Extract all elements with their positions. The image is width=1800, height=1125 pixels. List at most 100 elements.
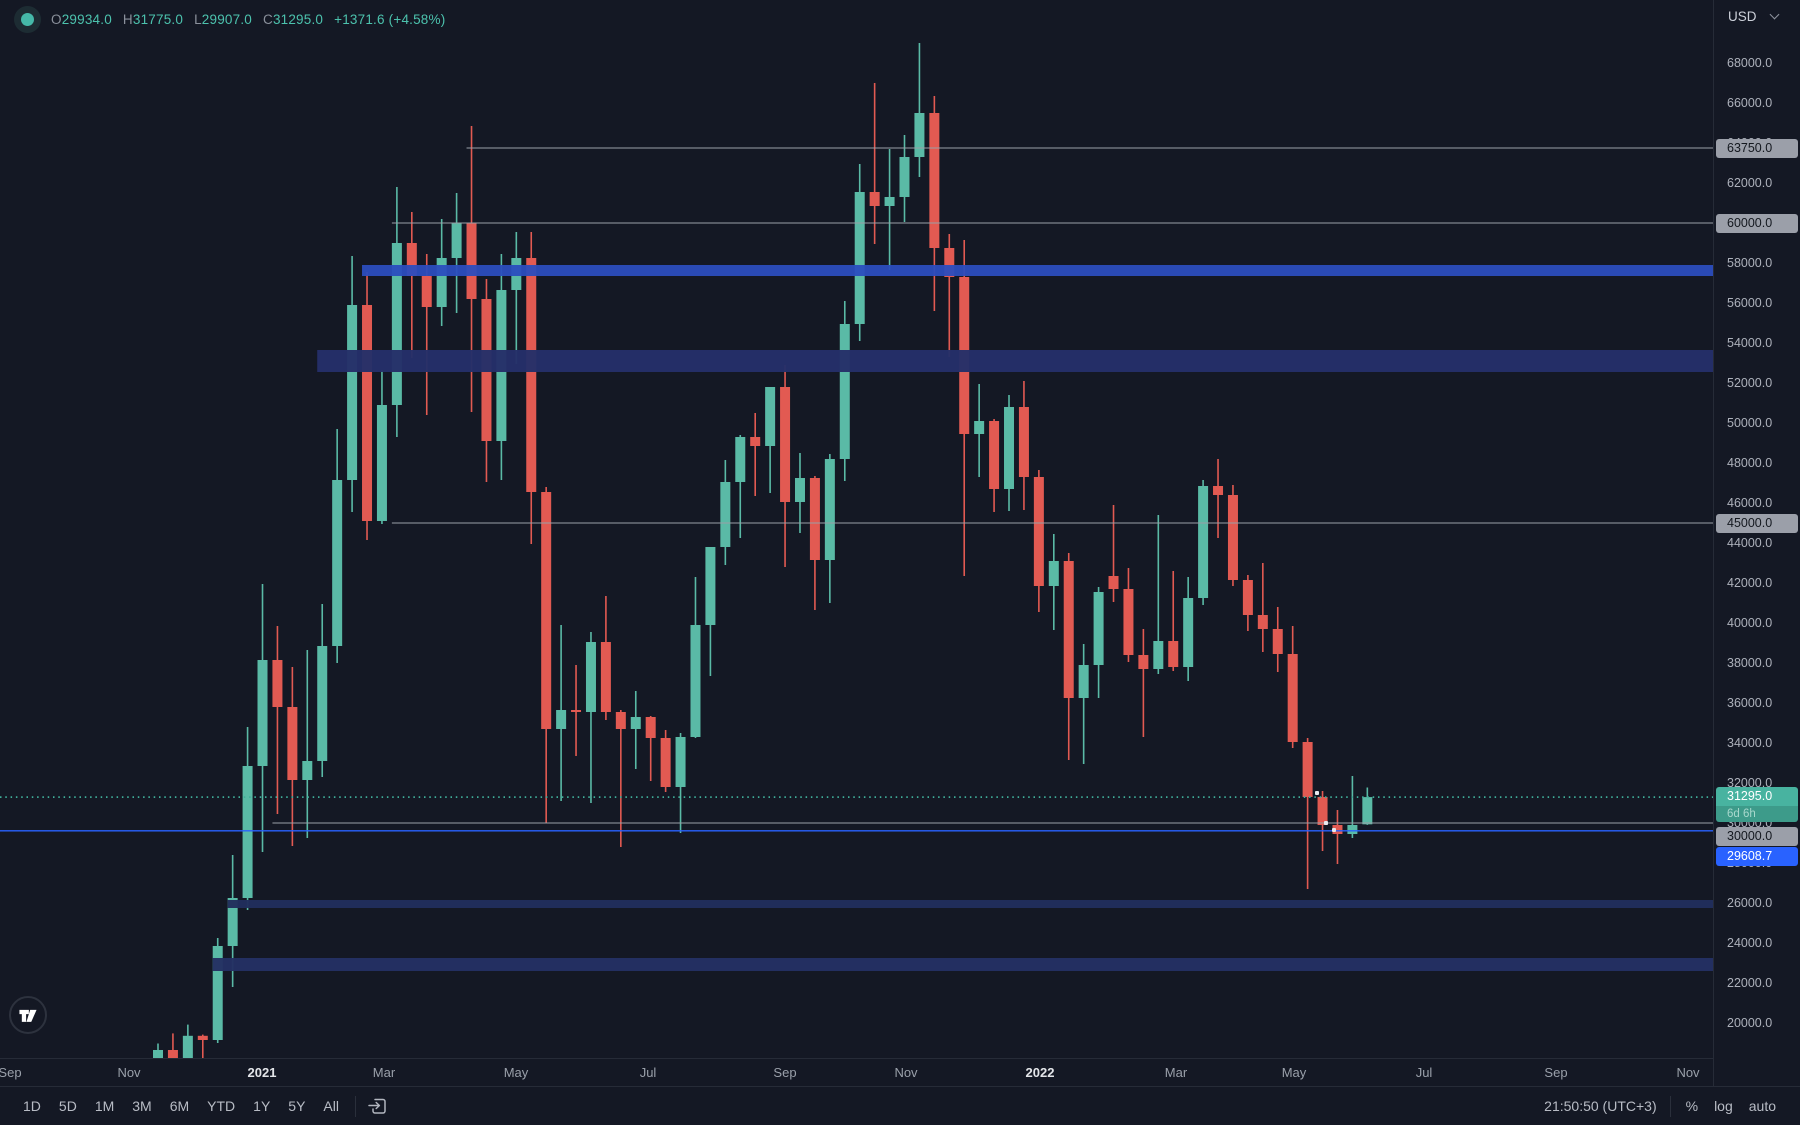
price-tick-62000: 62000.0: [1727, 176, 1773, 190]
candle-2020-11-23: [167, 1033, 178, 1058]
candle-2021-11-01: [899, 135, 910, 222]
candle-2021-11-29: [959, 240, 970, 576]
candlestick-chart[interactable]: [0, 0, 1713, 1058]
candle-2021-10-18: [869, 83, 880, 244]
candle-2022-01-17: [1063, 553, 1074, 760]
axis-label-nov: Nov: [1676, 1065, 1700, 1080]
scale-button-auto[interactable]: auto: [1748, 1098, 1776, 1114]
candle-2020-12-14: [212, 938, 223, 1043]
candle-2021-07-12: [660, 730, 671, 792]
blue-line-label[interactable]: 29608.7: [1716, 847, 1798, 867]
range-button-1d[interactable]: 1D: [23, 1098, 41, 1114]
candle-2022-02-07: [1108, 505, 1119, 602]
candle-2021-09-06: [780, 365, 791, 567]
go-to-date-icon: [368, 1098, 386, 1114]
price-tick-46000: 46000.0: [1727, 496, 1773, 510]
candle-2020-12-28: [242, 727, 253, 910]
range-button-ytd[interactable]: YTD: [207, 1098, 236, 1114]
candle-2022-03-28: [1213, 459, 1224, 538]
range-button-1m[interactable]: 1M: [94, 1098, 115, 1114]
currency-dropdown[interactable]: USD: [1714, 0, 1800, 32]
candle-2022-05-02: [1287, 626, 1298, 748]
support-resistance-zone-1[interactable]: [362, 265, 1713, 276]
candle-2021-06-28: [630, 691, 641, 769]
chevron-down-icon: [1769, 9, 1779, 19]
candle-countdown: 6d 6h: [1716, 806, 1798, 823]
ohlc-letter: O: [51, 12, 62, 27]
axis-label-sep: Sep: [0, 1065, 22, 1080]
candle-2021-04-19: [481, 279, 492, 482]
candle-2022-01-31: [1093, 587, 1104, 698]
price-line-label-60000[interactable]: 60000.0: [1716, 213, 1798, 233]
ohlc-h: H31775.0: [123, 12, 183, 27]
ohlc-value: 31775.0: [132, 12, 184, 27]
symbol-icon[interactable]: [14, 6, 41, 33]
candle-2021-04-05: [451, 193, 462, 313]
price-tick-42000: 42000.0: [1727, 576, 1773, 590]
candle-2022-01-03: [1033, 470, 1044, 612]
support-resistance-zone-3[interactable]: [227, 900, 1713, 908]
time-axis[interactable]: ⚙ SepNov2021MarMayJulSepNov2022MarMayJul…: [0, 1058, 1800, 1086]
candle-2021-08-23: [750, 413, 761, 496]
candle-2022-02-21: [1138, 629, 1149, 737]
support-resistance-zone-2[interactable]: [317, 350, 1713, 372]
range-button-5d[interactable]: 5D: [58, 1098, 77, 1114]
candle-2021-09-13: [794, 453, 805, 533]
candle-2021-11-22: [944, 234, 955, 357]
support-resistance-zone-4[interactable]: [212, 958, 1713, 971]
line-handle-dot: [1315, 791, 1319, 795]
axis-label-mar: Mar: [372, 1065, 396, 1080]
candle-2021-03-22: [421, 254, 432, 415]
current-price-value: 31295.0: [1716, 787, 1798, 807]
price-tick-58000: 58000.0: [1727, 256, 1773, 270]
axis-label-nov: Nov: [117, 1065, 141, 1080]
toolbar-divider: [354, 1095, 356, 1117]
range-button-6m[interactable]: 6M: [169, 1098, 190, 1114]
price-tick-20000: 20000.0: [1727, 1016, 1773, 1030]
candle-2021-10-25: [884, 149, 895, 270]
clock-label[interactable]: 21:50:50 (UTC+3): [1544, 1098, 1657, 1114]
candle-2021-10-11: [854, 164, 865, 341]
candle-2021-01-04: [257, 584, 268, 852]
ohlc-letter: H: [122, 12, 133, 27]
candle-2021-02-15: [347, 256, 358, 512]
price-tick-40000: 40000.0: [1727, 616, 1773, 630]
price-line-label-63750[interactable]: 63750.0: [1716, 138, 1798, 158]
candle-2021-08-09: [720, 460, 731, 565]
scale-button-log[interactable]: log: [1714, 1098, 1733, 1114]
price-tick-24000: 24000.0: [1727, 936, 1773, 950]
tradingview-logo[interactable]: [9, 996, 47, 1034]
candle-2022-05-16: [1317, 791, 1328, 851]
candle-2022-02-14: [1123, 568, 1134, 662]
line-handle-dot: [1324, 821, 1328, 825]
current-price-label: 31295.0 6d 6h: [1716, 787, 1798, 823]
candle-2021-09-20: [809, 476, 820, 610]
price-line-label-30000[interactable]: 30000.0: [1716, 827, 1798, 847]
candle-2022-04-04: [1227, 485, 1238, 586]
range-button-1y[interactable]: 1Y: [253, 1098, 271, 1114]
go-to-date-button[interactable]: [367, 1096, 388, 1117]
price-line-label-45000[interactable]: 45000.0: [1716, 513, 1798, 533]
axis-label-jul: Jul: [639, 1065, 657, 1080]
symbol-legend: O29934.0 H31775.0 L29907.0 C31295.0 +1371.6 …: [14, 6, 445, 33]
candle-2022-05-09: [1302, 738, 1313, 889]
candle-2021-12-13: [989, 419, 1000, 512]
price-scale[interactable]: USD 20000.022000.024000.026000.028000.03…: [1713, 0, 1800, 1086]
candle-2021-08-02: [705, 547, 716, 676]
range-buttons: 1D 5D 1M 3M 6M YTD 1Y 5Y All: [14, 1095, 348, 1117]
scale-button-percent[interactable]: %: [1685, 1098, 1699, 1114]
ohlc-o: O29934.0: [51, 12, 112, 27]
range-button-3m[interactable]: 3M: [132, 1098, 152, 1114]
range-button-5y[interactable]: 5Y: [288, 1098, 306, 1114]
candle-2021-12-06: [974, 384, 985, 477]
ohlc-value: 29934.0: [61, 12, 112, 27]
price-tick-66000: 66000.0: [1727, 96, 1773, 110]
axis-label-sep: Sep: [773, 1065, 797, 1080]
price-tick-44000: 44000.0: [1727, 536, 1773, 550]
axis-label-2021: 2021: [247, 1065, 277, 1080]
candle-2021-08-16: [735, 435, 746, 538]
candle-2021-03-15: [406, 212, 417, 358]
range-button-all[interactable]: All: [323, 1098, 339, 1114]
candle-2021-02-08: [332, 429, 343, 663]
